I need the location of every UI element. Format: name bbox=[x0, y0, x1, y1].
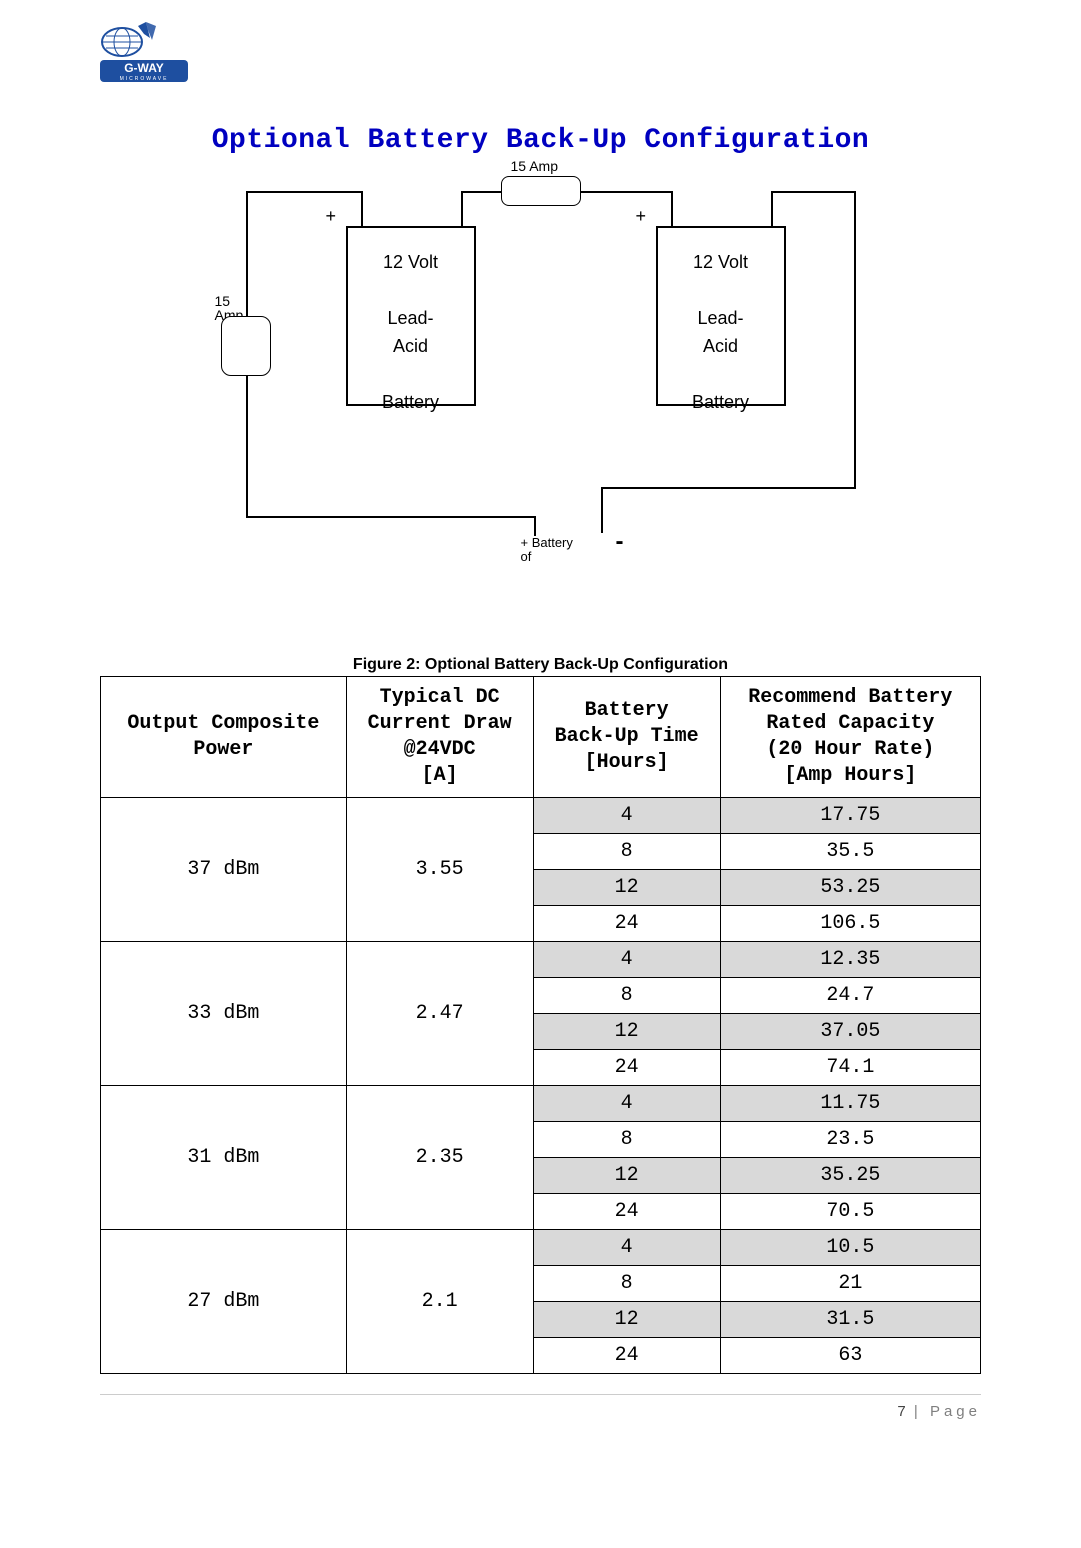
cell-hours: 24 bbox=[533, 1050, 720, 1086]
table-row: 37 dBm3.55417.75 bbox=[101, 798, 981, 834]
cell-hours: 12 bbox=[533, 1158, 720, 1194]
cell-draw: 2.1 bbox=[346, 1230, 533, 1374]
cell-capacity: 12.35 bbox=[720, 942, 980, 978]
cell-capacity: 35.25 bbox=[720, 1158, 980, 1194]
table-row: 27 dBm2.1410.5 bbox=[101, 1230, 981, 1266]
cell-hours: 12 bbox=[533, 870, 720, 906]
plus-terminal-2: + bbox=[636, 206, 647, 227]
cell-draw: 2.47 bbox=[346, 942, 533, 1086]
logo-bottom-text: MICROWAVE bbox=[120, 76, 169, 82]
cell-hours: 4 bbox=[533, 942, 720, 978]
cell-hours: 4 bbox=[533, 1086, 720, 1122]
cell-capacity: 37.05 bbox=[720, 1014, 980, 1050]
cell-capacity: 11.75 bbox=[720, 1086, 980, 1122]
cell-hours: 8 bbox=[533, 978, 720, 1014]
plus-terminal-1: + bbox=[326, 206, 337, 227]
battery-capacity-table: Output CompositePower Typical DCCurrent … bbox=[100, 676, 981, 1374]
col-header-time: BatteryBack-Up Time [Hours] bbox=[533, 677, 720, 798]
cell-hours: 8 bbox=[533, 834, 720, 870]
fuse-top-label: 15 Amp bbox=[511, 158, 558, 174]
battery-1: 12 Volt Lead- Acid Battery bbox=[346, 226, 476, 406]
cell-capacity: 21 bbox=[720, 1266, 980, 1302]
cell-capacity: 35.5 bbox=[720, 834, 980, 870]
cell-capacity: 74.1 bbox=[720, 1050, 980, 1086]
cell-power: 33 dBm bbox=[101, 942, 347, 1086]
cell-hours: 4 bbox=[533, 798, 720, 834]
cell-hours: 8 bbox=[533, 1122, 720, 1158]
output-plus-label: + Batteryof bbox=[521, 536, 573, 564]
cell-hours: 12 bbox=[533, 1014, 720, 1050]
output-minus-label: - bbox=[616, 528, 624, 556]
page-footer: 7 | Page bbox=[100, 1394, 981, 1420]
cell-power: 27 dBm bbox=[101, 1230, 347, 1374]
page-number: 7 bbox=[897, 1403, 905, 1420]
cell-hours: 24 bbox=[533, 1338, 720, 1374]
figure-caption: Figure 2: Optional Battery Back-Up Confi… bbox=[100, 656, 981, 674]
table-row: 33 dBm2.47412.35 bbox=[101, 942, 981, 978]
cell-capacity: 53.25 bbox=[720, 870, 980, 906]
cell-power: 31 dBm bbox=[101, 1086, 347, 1230]
col-header-draw: Typical DCCurrent Draw @24VDC[A] bbox=[346, 677, 533, 798]
cell-hours: 4 bbox=[533, 1230, 720, 1266]
logo-top-text: G-WAY bbox=[124, 61, 164, 75]
cell-capacity: 23.5 bbox=[720, 1122, 980, 1158]
cell-capacity: 10.5 bbox=[720, 1230, 980, 1266]
company-logo: G-WAY MICROWAVE bbox=[100, 20, 981, 95]
battery-config-diagram: 15 Amp 15Amp + + 12 Volt Lead- Acid Batt… bbox=[191, 166, 891, 626]
table-row: 31 dBm2.35411.75 bbox=[101, 1086, 981, 1122]
cell-capacity: 17.75 bbox=[720, 798, 980, 834]
page-title: Optional Battery Back-Up Configuration bbox=[100, 125, 981, 156]
cell-capacity: 70.5 bbox=[720, 1194, 980, 1230]
cell-capacity: 63 bbox=[720, 1338, 980, 1374]
cell-draw: 2.35 bbox=[346, 1086, 533, 1230]
cell-capacity: 106.5 bbox=[720, 906, 980, 942]
cell-hours: 24 bbox=[533, 906, 720, 942]
cell-hours: 24 bbox=[533, 1194, 720, 1230]
col-header-power: Output CompositePower bbox=[101, 677, 347, 798]
cell-hours: 12 bbox=[533, 1302, 720, 1338]
cell-capacity: 24.7 bbox=[720, 978, 980, 1014]
cell-power: 37 dBm bbox=[101, 798, 347, 942]
fuse-top-icon bbox=[501, 176, 581, 206]
cell-hours: 8 bbox=[533, 1266, 720, 1302]
cell-draw: 3.55 bbox=[346, 798, 533, 942]
battery-2: 12 Volt Lead- Acid Battery bbox=[656, 226, 786, 406]
fuse-left-icon bbox=[221, 316, 271, 376]
col-header-capacity: Recommend BatteryRated Capacity (20 Hour… bbox=[720, 677, 980, 798]
cell-capacity: 31.5 bbox=[720, 1302, 980, 1338]
